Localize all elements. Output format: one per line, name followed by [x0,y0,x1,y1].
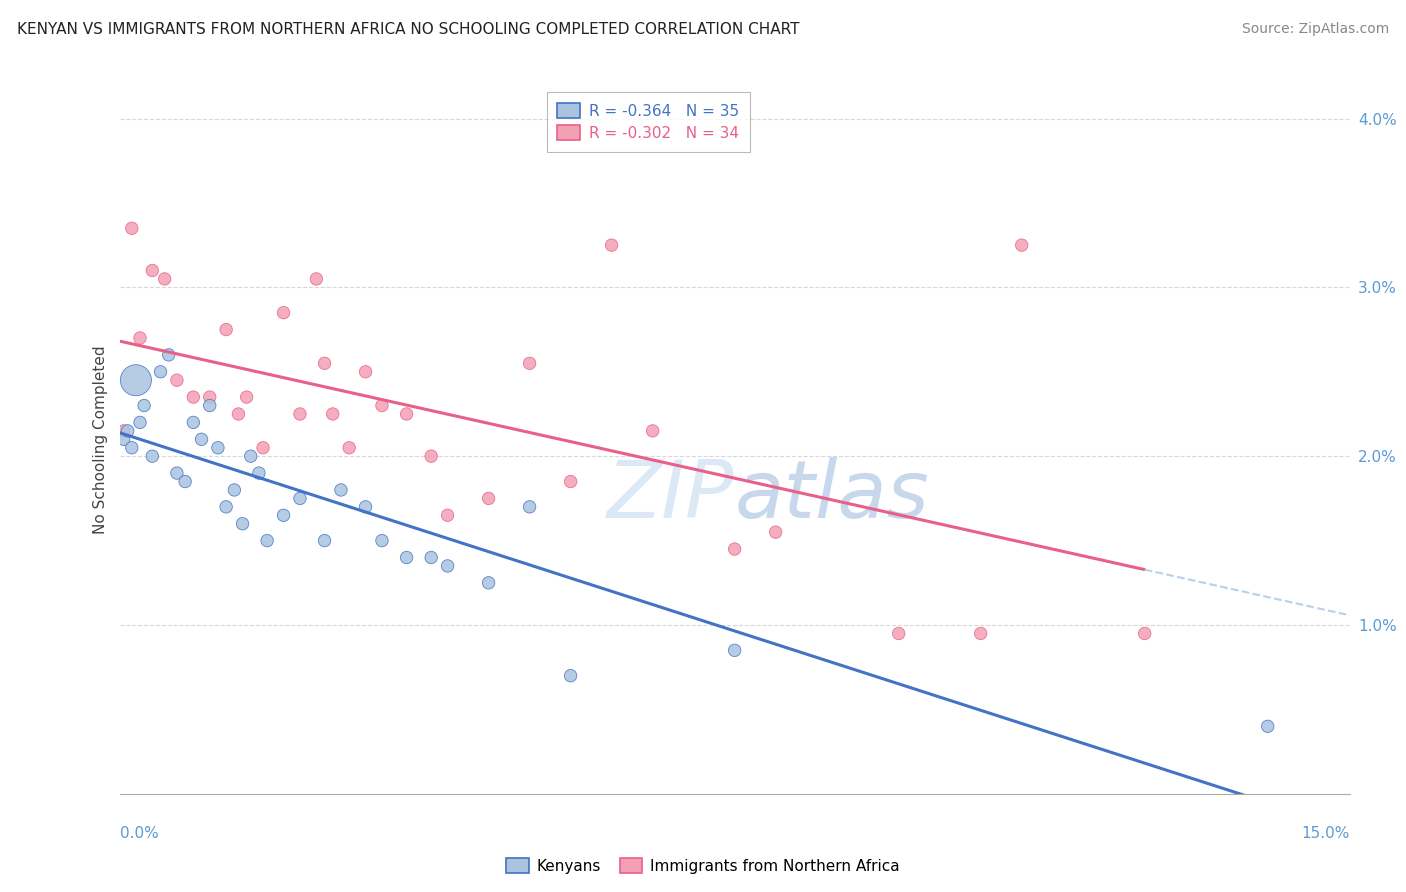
Point [112,433,135,447]
Point [215,322,238,336]
Point [337,441,360,455]
Point [436,558,458,573]
Point [1257,719,1279,733]
Point [314,533,336,548]
Point [198,399,221,413]
Point [723,643,745,657]
Point [354,365,377,379]
Point [121,441,143,455]
Point [129,416,152,430]
Point [1011,238,1033,252]
Point [371,399,394,413]
Point [273,306,295,320]
Point [125,373,148,387]
Point [322,407,344,421]
Point [420,550,443,565]
Point [231,516,254,531]
Point [395,407,418,421]
Point [354,500,377,514]
Point [117,424,139,438]
Point [129,331,152,345]
Point [519,500,541,514]
Point [190,433,212,447]
Point [420,449,443,463]
Point [153,272,176,286]
Point [174,475,197,489]
Point [183,390,205,404]
Text: KENYAN VS IMMIGRANTS FROM NORTHERN AFRICA NO SCHOOLING COMPLETED CORRELATION CHA: KENYAN VS IMMIGRANTS FROM NORTHERN AFRIC… [17,22,800,37]
Point [112,424,135,438]
Point [228,407,250,421]
Point [215,500,238,514]
Point [305,272,328,286]
Point [183,416,205,430]
Point [239,449,262,463]
Text: 0.0%: 0.0% [120,826,159,841]
Point [288,491,311,506]
Point [166,373,188,387]
Point [149,365,172,379]
Point [235,390,257,404]
Legend: R = -0.364   N = 35, R = -0.302   N = 34: R = -0.364 N = 35, R = -0.302 N = 34 [547,93,751,152]
Point [330,483,353,497]
Point [887,626,910,640]
Point [519,356,541,370]
Point [477,491,501,506]
Point [224,483,246,497]
Point [477,575,501,590]
Point [436,508,458,523]
Point [371,533,394,548]
Point [723,542,745,557]
Point [247,466,270,480]
Point [395,550,418,565]
Point [288,407,311,421]
Text: Source: ZipAtlas.com: Source: ZipAtlas.com [1241,22,1389,37]
Text: ZIP: ZIP [607,457,734,535]
Point [970,626,993,640]
Point [600,238,623,252]
Point [560,669,582,683]
Point [314,356,336,370]
Point [765,525,787,540]
Point [132,399,156,413]
Point [141,449,163,463]
Legend: Kenyans, Immigrants from Northern Africa: Kenyans, Immigrants from Northern Africa [501,852,905,880]
Point [198,390,221,404]
Point [273,508,295,523]
Point [166,466,188,480]
Text: 15.0%: 15.0% [1302,826,1350,841]
Point [252,441,274,455]
Point [121,221,143,235]
Point [1133,626,1156,640]
Point [256,533,278,548]
Point [641,424,664,438]
Point [560,475,582,489]
Text: atlas: atlas [734,457,929,535]
Y-axis label: No Schooling Completed: No Schooling Completed [93,345,108,533]
Point [141,263,163,277]
Point [157,348,180,362]
Point [207,441,229,455]
